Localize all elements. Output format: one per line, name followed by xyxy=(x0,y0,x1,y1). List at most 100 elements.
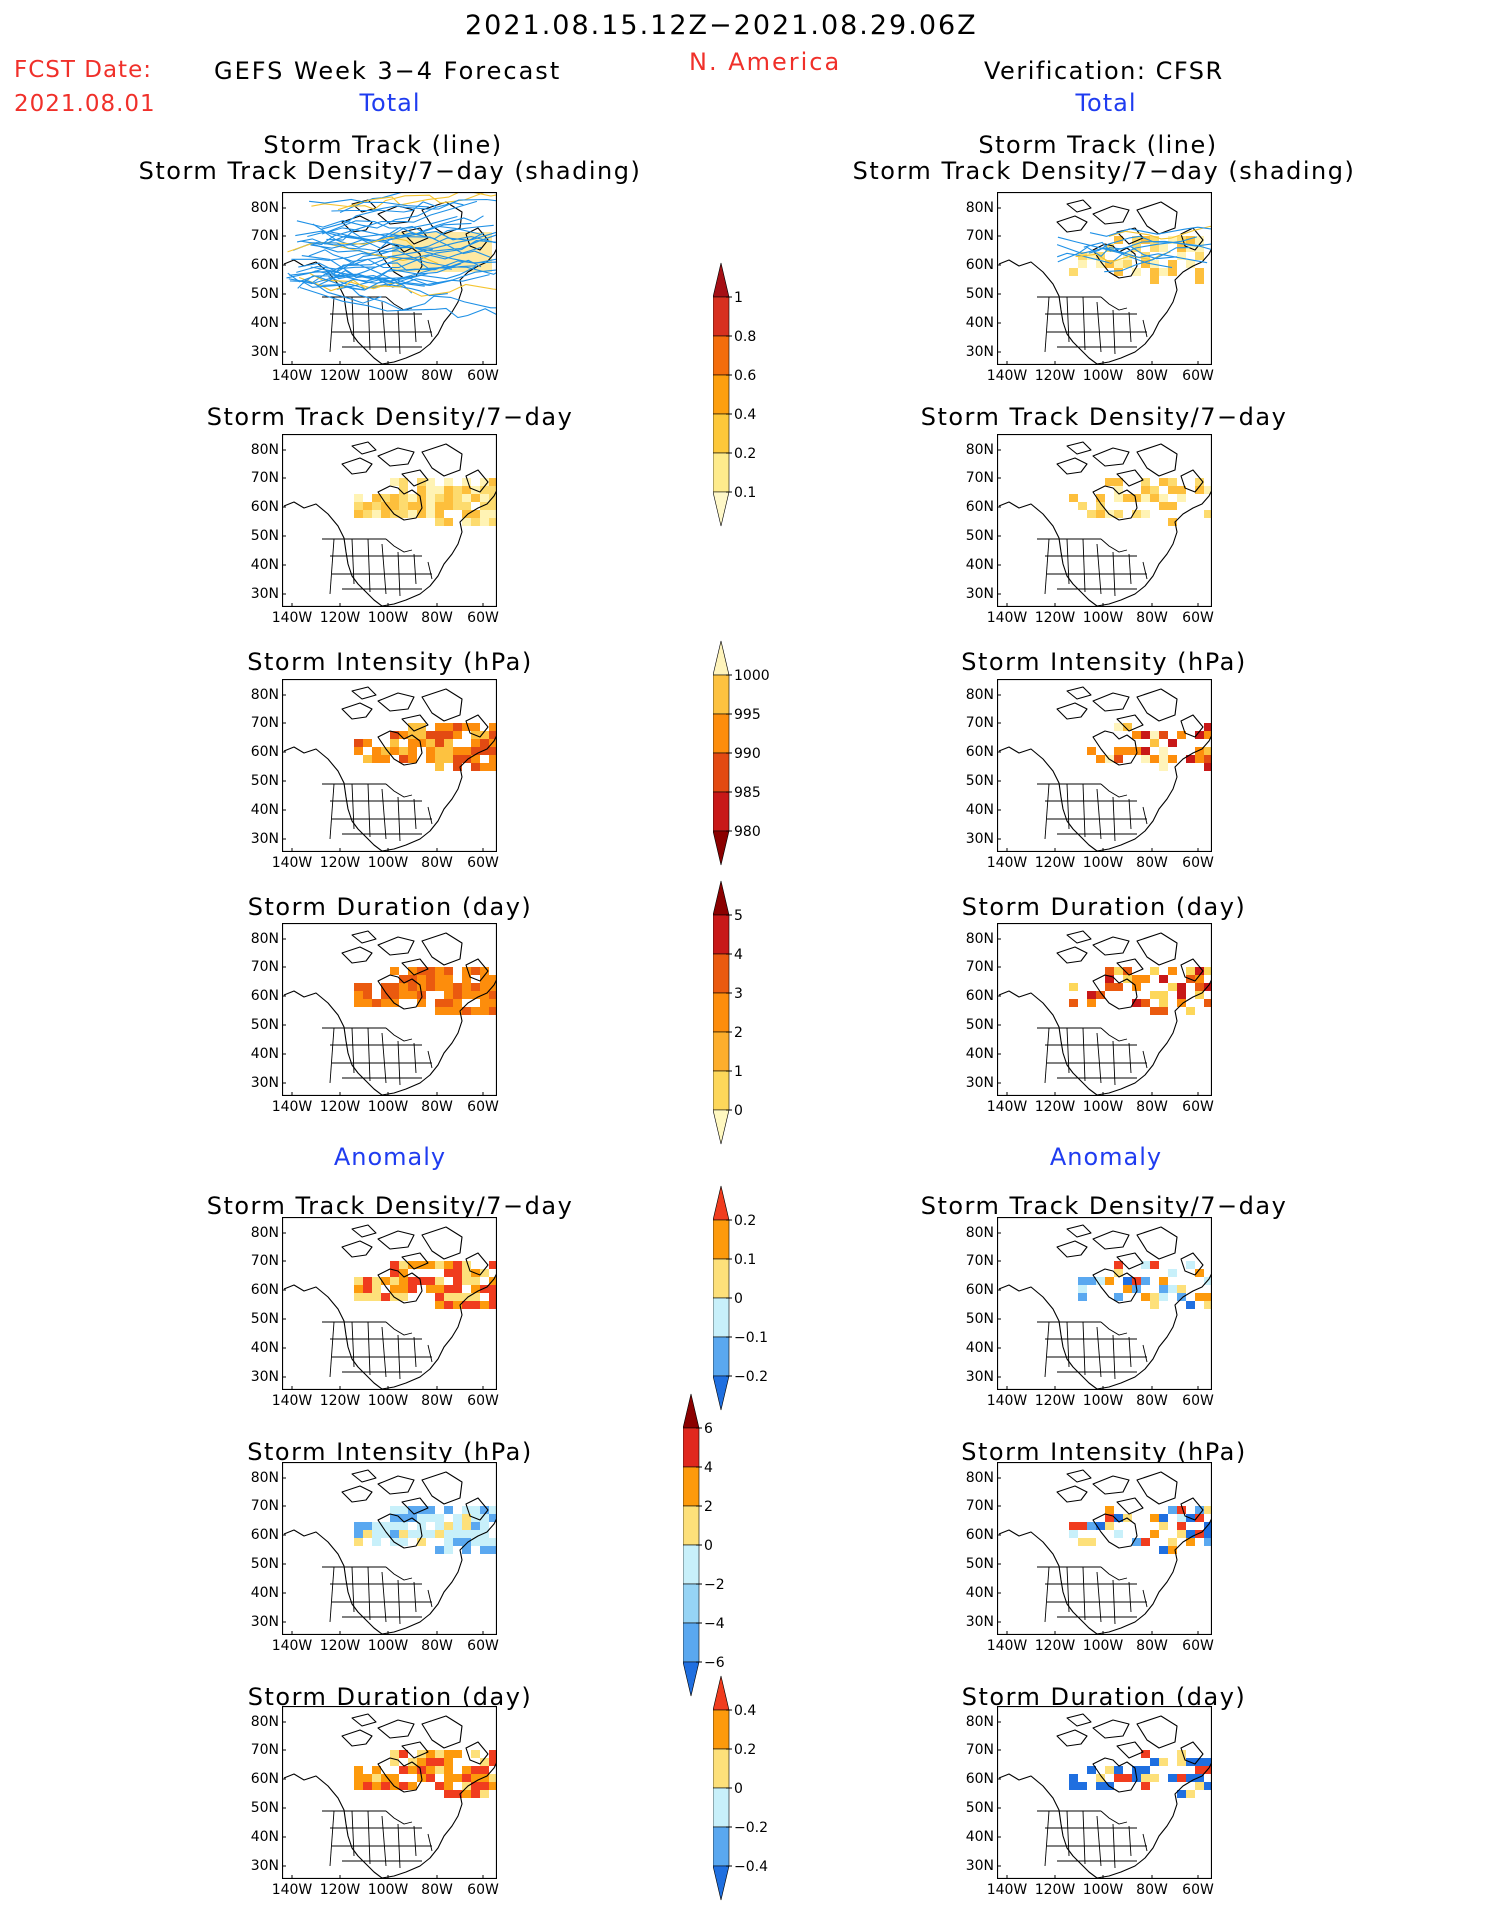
lat-tick-label: 40N xyxy=(965,1046,994,1062)
lat-tick-label: 60N xyxy=(250,1771,279,1787)
lat-tick-label: 40N xyxy=(250,1046,279,1062)
lon-tick-label: 100W xyxy=(367,1099,409,1115)
lat-tick-label: 50N xyxy=(250,1017,279,1033)
lon-tick-label: 60W xyxy=(1182,1638,1214,1654)
left-model-title: GEFS Week 3−4 Forecast xyxy=(214,57,562,85)
lon-tick-label: 60W xyxy=(467,610,499,626)
lat-tick-label: 80N xyxy=(965,1714,994,1730)
lat-tick-label: 40N xyxy=(250,1829,279,1845)
right-model-title: Verification: CFSR xyxy=(984,57,1224,85)
lon-tick-label: 100W xyxy=(1082,1393,1124,1409)
region-title: N. America xyxy=(689,48,842,76)
verification-aduration-map xyxy=(997,1706,1212,1879)
lat-tick-label: 40N xyxy=(965,557,994,573)
lat-tick-label: 60N xyxy=(965,499,994,515)
colorbar-label: 0 xyxy=(734,1781,743,1797)
lon-tick-label: 100W xyxy=(1082,855,1124,871)
lon-tick-label: 120W xyxy=(1034,1393,1076,1409)
colorbar-label: 0.2 xyxy=(734,446,756,462)
lat-tick-label: 60N xyxy=(965,257,994,273)
left-duration-title: Storm Duration (day) xyxy=(247,893,533,921)
lat-tick-label: 40N xyxy=(250,315,279,331)
lat-tick-label: 70N xyxy=(250,715,279,731)
lon-tick-label: 140W xyxy=(986,1882,1028,1898)
lon-tick-label: 120W xyxy=(1034,1099,1076,1115)
colorbar-label: 0.2 xyxy=(734,1213,756,1229)
lon-tick-label: 80W xyxy=(1136,1638,1168,1654)
lat-tick-label: 50N xyxy=(250,1311,279,1327)
lat-tick-label: 30N xyxy=(965,586,994,602)
coastline xyxy=(283,1713,497,1879)
lon-tick-label: 80W xyxy=(421,368,453,384)
colorbar-label: 2 xyxy=(704,1499,713,1515)
lat-tick-label: 80N xyxy=(965,687,994,703)
lat-tick-label: 70N xyxy=(965,470,994,486)
colorbar-label: 0.6 xyxy=(734,368,756,384)
lon-tick-label: 140W xyxy=(271,1099,313,1115)
right-anom-intensity-title: Storm Intensity (hPa) xyxy=(961,1438,1247,1466)
lon-tick-label: 80W xyxy=(1136,1882,1168,1898)
lon-tick-label: 80W xyxy=(1136,368,1168,384)
lat-tick-label: 50N xyxy=(250,1556,279,1572)
lat-tick-label: 70N xyxy=(965,228,994,244)
lon-tick-label: 120W xyxy=(319,610,361,626)
lon-tick-label: 120W xyxy=(1034,1638,1076,1654)
colorbar-label: −0.1 xyxy=(734,1330,768,1346)
forecast-aduration-map xyxy=(282,1706,497,1879)
lat-tick-label: 60N xyxy=(965,744,994,760)
lat-tick-label: 60N xyxy=(250,499,279,515)
lat-tick-label: 60N xyxy=(965,988,994,1004)
lat-tick-label: 80N xyxy=(965,442,994,458)
lon-tick-label: 120W xyxy=(1034,1882,1076,1898)
right-duration-title: Storm Duration (day) xyxy=(961,893,1247,921)
coastline xyxy=(998,686,1212,852)
colorbar-label: 4 xyxy=(704,1460,713,1476)
colorbar-label: 1 xyxy=(734,1064,743,1080)
lat-tick-label: 30N xyxy=(250,1614,279,1630)
coastline xyxy=(998,1713,1212,1879)
lat-tick-label: 40N xyxy=(250,557,279,573)
lon-tick-label: 60W xyxy=(1182,855,1214,871)
lon-tick-label: 100W xyxy=(367,1882,409,1898)
verification-adensity-map xyxy=(997,1217,1212,1390)
coastline xyxy=(283,1469,497,1635)
colorbar-density-total: 1 0.8 0.6 0.4 0.2 0.1 xyxy=(713,262,781,527)
lon-tick-label: 140W xyxy=(986,368,1028,384)
left-total-label: Total xyxy=(359,89,421,117)
lon-tick-label: 80W xyxy=(421,855,453,871)
lon-tick-label: 100W xyxy=(1082,1638,1124,1654)
lat-tick-label: 50N xyxy=(965,1556,994,1572)
lon-tick-label: 60W xyxy=(467,1882,499,1898)
lat-tick-label: 80N xyxy=(250,200,279,216)
forecast-aintensity-map xyxy=(282,1462,497,1635)
lon-tick-label: 80W xyxy=(1136,855,1168,871)
lat-tick-label: 80N xyxy=(250,442,279,458)
lat-tick-label: 70N xyxy=(965,1253,994,1269)
lat-tick-label: 50N xyxy=(250,528,279,544)
lat-tick-label: 50N xyxy=(965,773,994,789)
colorbar-duration-anomaly: 0.4 0.2 0 −0.2 −0.4 xyxy=(713,1675,781,1901)
left-density-title: Storm Track Density/7−day xyxy=(206,403,574,431)
lat-tick-label: 80N xyxy=(250,931,279,947)
colorbar-label: 2 xyxy=(734,1025,743,1041)
lat-tick-label: 80N xyxy=(250,1225,279,1241)
lon-tick-label: 60W xyxy=(1182,1393,1214,1409)
lon-tick-label: 60W xyxy=(467,368,499,384)
lon-tick-label: 120W xyxy=(319,1638,361,1654)
lat-tick-label: 30N xyxy=(965,831,994,847)
lon-tick-label: 60W xyxy=(467,1099,499,1115)
lon-tick-label: 120W xyxy=(1034,855,1076,871)
lon-tick-label: 140W xyxy=(271,1393,313,1409)
lon-tick-label: 100W xyxy=(367,1638,409,1654)
lon-tick-label: 80W xyxy=(421,1099,453,1115)
colorbar-label: 0.4 xyxy=(734,407,756,423)
colorbar-label: 990 xyxy=(734,746,761,762)
lon-tick-label: 120W xyxy=(319,1393,361,1409)
lon-tick-label: 140W xyxy=(271,855,313,871)
lat-tick-label: 40N xyxy=(965,1585,994,1601)
lon-tick-label: 140W xyxy=(271,610,313,626)
right-total-label: Total xyxy=(1075,89,1137,117)
lon-tick-label: 120W xyxy=(319,368,361,384)
verification-duration-map xyxy=(997,923,1212,1096)
lon-tick-label: 120W xyxy=(1034,610,1076,626)
